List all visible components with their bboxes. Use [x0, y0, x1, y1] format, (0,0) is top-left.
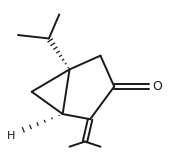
Text: H: H	[7, 131, 15, 141]
Text: O: O	[152, 80, 162, 93]
